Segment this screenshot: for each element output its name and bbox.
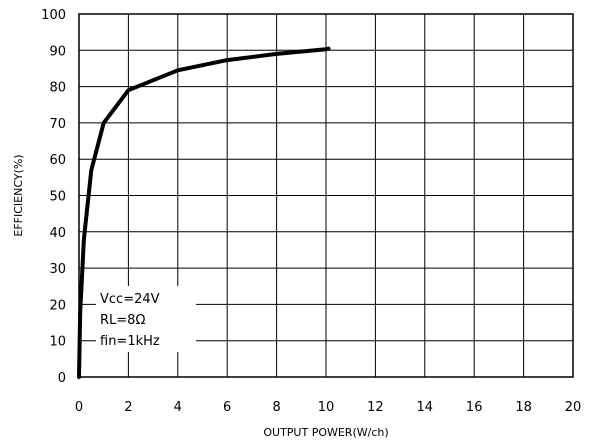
- y-tick-label: 40: [49, 226, 66, 241]
- y-axis-label: EFFICIENCY(%): [12, 154, 25, 236]
- y-tick-label: 30: [49, 262, 66, 277]
- x-tick-label: 8: [272, 400, 280, 415]
- y-tick-label: 90: [49, 44, 66, 59]
- x-tick-label: 2: [124, 400, 132, 415]
- annotation-line: Vcc=24V: [100, 292, 160, 307]
- y-tick-labels: 0 10 20 30 40 50 60 70 80 90 100: [41, 8, 66, 386]
- condition-annotation: Vcc=24V RL=8Ω fin=1kHz: [96, 286, 196, 352]
- x-tick-labels: 0 2 4 6 8 10 12 14 16 18 20: [75, 400, 581, 415]
- efficiency-curve: [77, 46, 331, 379]
- y-tick-label: 0: [58, 371, 66, 386]
- annotation-line: RL=8Ω: [100, 313, 145, 328]
- plot-frame: [78, 13, 574, 378]
- y-tick-label: 60: [49, 153, 66, 168]
- annotation-line: fin=1kHz: [100, 334, 160, 349]
- x-tick-label: 0: [75, 400, 83, 415]
- x-tick-label: 4: [174, 400, 182, 415]
- y-tick-label: 80: [49, 81, 66, 96]
- y-tick-label: 10: [49, 335, 66, 350]
- x-tick-label: 10: [318, 400, 335, 415]
- x-tick-label: 14: [417, 400, 434, 415]
- x-axis-label: OUTPUT POWER(W/ch): [263, 426, 388, 439]
- y-tick-label: 50: [49, 190, 66, 205]
- annotation-background: [96, 286, 196, 352]
- x-tick-label: 18: [515, 400, 532, 415]
- y-tick-label: 20: [49, 298, 66, 313]
- x-tick-label: 12: [367, 400, 384, 415]
- x-tick-label: 6: [223, 400, 231, 415]
- y-tick-label: 70: [49, 117, 66, 132]
- x-tick-label: 16: [466, 400, 483, 415]
- y-tick-label: 100: [41, 8, 66, 23]
- x-tick-label: 20: [565, 400, 582, 415]
